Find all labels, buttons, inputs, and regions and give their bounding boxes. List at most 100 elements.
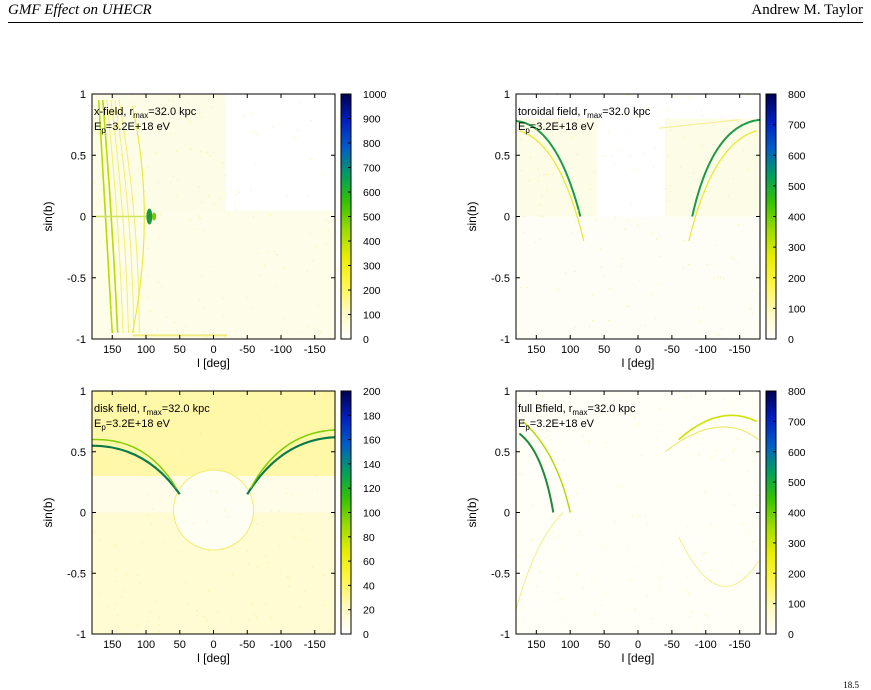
- noise-pixel: [178, 489, 180, 491]
- noise-pixel: [250, 189, 252, 192]
- noise-pixel: [206, 620, 208, 622]
- noise-pixel: [147, 620, 149, 622]
- x-tick-label: -50: [239, 639, 255, 651]
- noise-pixel: [688, 263, 690, 266]
- noise-pixel: [690, 394, 692, 397]
- noise-pixel: [685, 396, 688, 398]
- noise-pixel: [205, 336, 207, 338]
- noise-pixel: [529, 156, 532, 159]
- noise-pixel: [110, 309, 112, 312]
- noise-pixel: [186, 101, 188, 104]
- noise-pixel: [756, 504, 758, 506]
- noise-pixel: [659, 407, 661, 409]
- noise-pixel: [633, 565, 635, 567]
- noise-pixel: [257, 566, 259, 568]
- noise-pixel: [533, 444, 535, 447]
- noise-pixel: [718, 335, 720, 337]
- caustic-arc: [664, 426, 759, 453]
- noise-pixel: [728, 494, 731, 496]
- noise-pixel: [637, 516, 640, 518]
- noise-pixel: [324, 173, 326, 175]
- noise-pixel: [600, 333, 602, 335]
- noise-pixel: [253, 614, 255, 616]
- noise-pixel: [589, 188, 591, 190]
- noise-pixel: [520, 286, 522, 288]
- colorbar-tick-label: 60: [363, 556, 375, 568]
- noise-pixel: [238, 192, 240, 194]
- x-tick-label: 100: [561, 344, 579, 356]
- noise-pixel: [190, 120, 192, 122]
- noise-pixel: [710, 177, 712, 179]
- noise-pixel: [651, 232, 653, 235]
- noise-pixel: [174, 321, 176, 324]
- noise-pixel: [124, 589, 126, 591]
- noise-pixel: [543, 463, 545, 466]
- caustic-arc: [250, 429, 335, 489]
- noise-pixel: [717, 276, 719, 278]
- y-tick-label: 0: [504, 212, 510, 224]
- noise-pixel: [259, 419, 262, 421]
- noise-pixel: [121, 314, 123, 316]
- x-tick-label: 50: [598, 344, 610, 356]
- noise-pixel: [757, 494, 760, 496]
- noise-pixel: [147, 247, 150, 250]
- noise-pixel: [695, 628, 697, 630]
- noise-pixel: [178, 550, 180, 553]
- colorbar-tick-label: 900: [363, 114, 381, 126]
- noise-pixel: [175, 196, 177, 198]
- colorbar-tick-label: 600: [363, 187, 381, 199]
- noise-pixel: [196, 609, 198, 612]
- energy-label-text: E: [94, 121, 101, 133]
- noise-pixel: [163, 421, 165, 423]
- noise-pixel: [306, 538, 308, 540]
- noise-pixel: [719, 277, 721, 279]
- noise-pixel: [208, 628, 210, 631]
- noise-pixel: [108, 421, 110, 423]
- colorbar-tick-label: 1000: [363, 89, 387, 101]
- noise-pixel: [551, 518, 553, 520]
- noise-pixel: [757, 122, 760, 124]
- noise-pixel: [149, 611, 151, 613]
- noise-pixel: [705, 614, 707, 616]
- noise-pixel: [316, 489, 318, 491]
- noise-pixel: [306, 270, 308, 273]
- noise-pixel: [218, 445, 220, 447]
- noise-pixel: [647, 106, 650, 109]
- noise-pixel: [140, 223, 142, 225]
- noise-pixel: [625, 305, 627, 307]
- colorbar-tick-label: 0: [788, 334, 794, 346]
- noise-pixel: [273, 250, 275, 253]
- noise-pixel: [540, 195, 543, 197]
- noise-pixel: [222, 297, 224, 299]
- colorbar-tick-label: 40: [363, 580, 375, 592]
- caustic-arc: [516, 512, 564, 610]
- noise-pixel: [296, 462, 298, 464]
- noise-pixel: [264, 554, 266, 556]
- noise-pixel: [284, 267, 286, 269]
- noise-pixel: [756, 549, 758, 551]
- noise-pixel: [704, 579, 706, 582]
- noise-pixel: [175, 150, 178, 152]
- noise-pixel: [654, 146, 657, 148]
- panel-label-subscript: max: [147, 408, 162, 417]
- x-tick-label: 0: [635, 344, 641, 356]
- noise-pixel: [116, 603, 118, 605]
- noise-pixel: [535, 129, 538, 131]
- noise-pixel: [630, 202, 632, 204]
- noise-pixel: [246, 626, 249, 628]
- noise-pixel: [184, 582, 187, 584]
- noise-pixel: [747, 168, 749, 170]
- x-tick-label: 150: [103, 344, 121, 356]
- noise-pixel: [733, 258, 735, 260]
- energy-label-subscript: p: [101, 423, 106, 432]
- noise-pixel: [627, 546, 629, 548]
- noise-pixel: [710, 569, 712, 571]
- noise-pixel: [644, 325, 647, 327]
- colorbar-tick-label: 300: [788, 538, 806, 550]
- noise-pixel: [325, 243, 327, 245]
- noise-pixel: [106, 605, 108, 607]
- noise-pixel: [548, 97, 550, 99]
- noise-pixel: [750, 308, 752, 310]
- noise-pixel: [332, 394, 334, 396]
